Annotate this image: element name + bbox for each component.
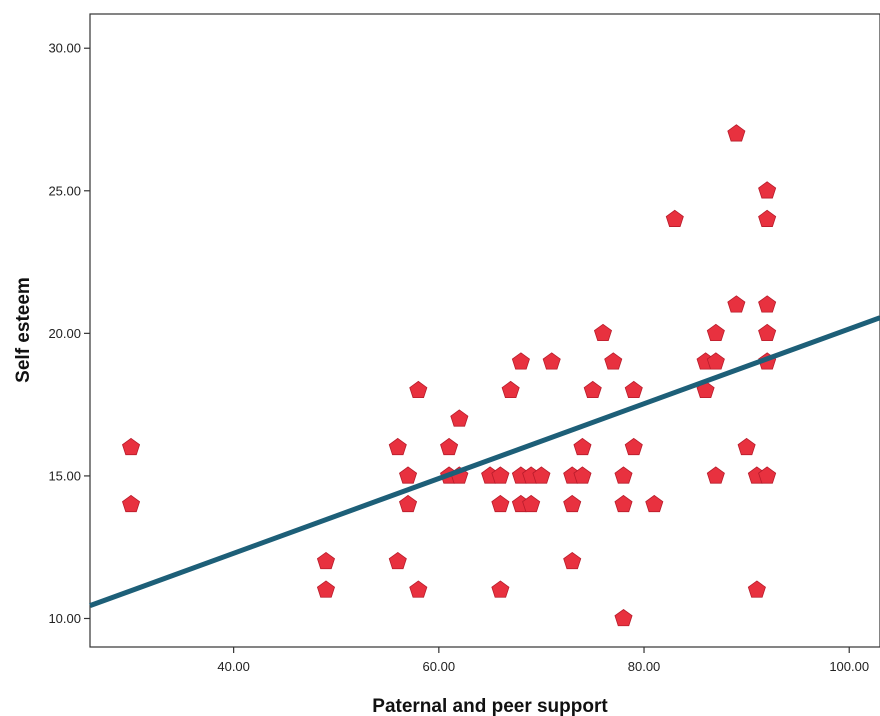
x-tick-label: 80.00 — [628, 659, 661, 674]
y-tick-label: 10.00 — [48, 611, 81, 626]
y-tick-label: 30.00 — [48, 41, 81, 56]
fit-line — [89, 315, 880, 609]
data-point — [491, 580, 510, 598]
data-point — [491, 494, 510, 513]
y-tick-label: 20.00 — [48, 326, 81, 341]
data-point — [614, 494, 633, 513]
data-point — [316, 551, 336, 570]
data-point — [511, 352, 530, 370]
data-point — [491, 466, 510, 484]
data-point — [409, 580, 428, 598]
data-point — [542, 352, 561, 370]
plot-border — [89, 13, 880, 648]
x-tick-label: 100.00 — [829, 659, 869, 674]
data-point — [122, 494, 141, 513]
data-point — [706, 352, 725, 370]
plot-area — [89, 13, 880, 648]
data-point — [501, 380, 520, 399]
data-point — [737, 437, 756, 456]
y-tick-label: 25.00 — [48, 183, 81, 198]
data-point — [758, 466, 777, 484]
data-point — [316, 580, 336, 598]
data-point — [758, 323, 777, 342]
data-point — [563, 551, 582, 570]
data-point — [614, 608, 633, 627]
data-point — [645, 494, 664, 513]
data-point — [532, 466, 551, 484]
data-point — [583, 380, 602, 399]
y-axis-title: Self esteem — [13, 277, 34, 383]
data-point — [450, 409, 469, 427]
data-point — [706, 323, 725, 342]
x-tick-label: 60.00 — [423, 659, 456, 674]
y-tick-label: 15.00 — [48, 468, 81, 483]
data-points — [122, 124, 777, 627]
data-point — [440, 437, 459, 456]
data-point — [727, 295, 746, 313]
data-point — [573, 437, 592, 456]
data-point — [409, 380, 428, 399]
data-point — [399, 466, 418, 484]
data-point — [665, 209, 684, 227]
data-point — [399, 494, 418, 513]
data-point — [706, 466, 725, 484]
data-point — [758, 295, 777, 313]
data-point — [388, 437, 407, 456]
x-axis-title: Paternal and peer support — [372, 696, 608, 716]
x-tick-label: 40.00 — [217, 659, 250, 674]
fit-line-layer — [89, 315, 880, 609]
data-point — [624, 437, 643, 456]
data-point — [388, 551, 407, 570]
y-axis-ticks: 10.00 15.00 20.00 25.00 30.00 — [48, 41, 90, 626]
data-point — [522, 494, 541, 513]
data-point — [747, 580, 766, 598]
data-point — [624, 380, 643, 399]
data-point — [573, 466, 592, 484]
data-point — [614, 466, 633, 484]
data-point — [727, 124, 746, 142]
data-point — [758, 181, 777, 199]
data-point — [758, 209, 777, 227]
data-point — [122, 437, 141, 456]
data-point — [593, 323, 613, 342]
data-point — [604, 352, 623, 370]
x-axis-ticks: 40.00 60.00 80.00 100.00 — [217, 647, 869, 674]
data-point — [563, 494, 582, 513]
